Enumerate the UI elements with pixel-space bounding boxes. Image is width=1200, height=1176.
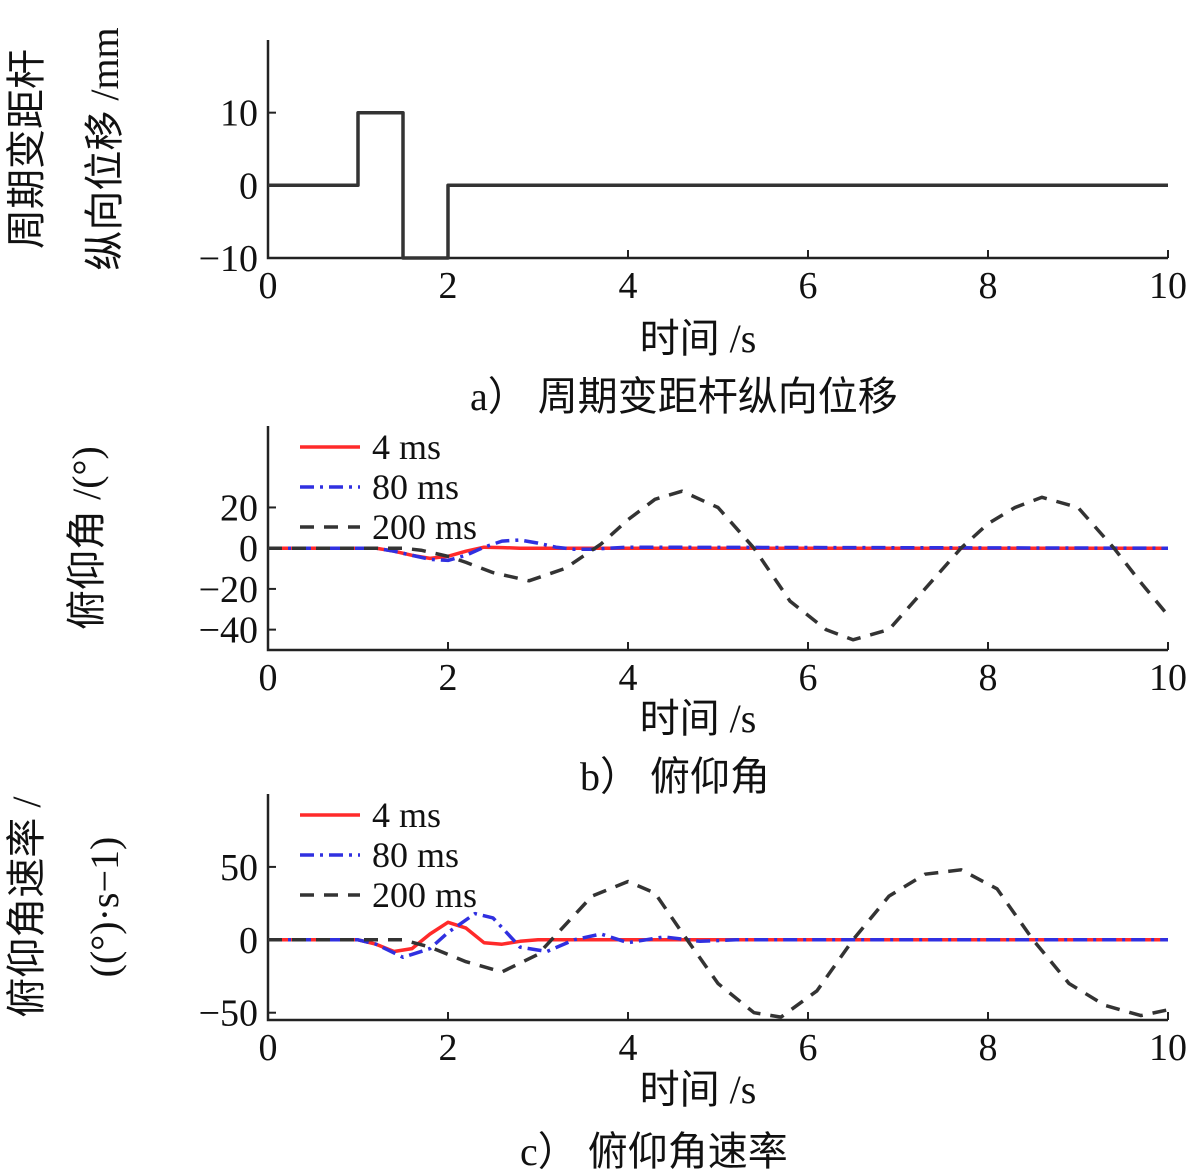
x-tick-label: 0 <box>259 265 278 307</box>
legend-label: 80 ms <box>372 467 459 507</box>
x-tick-label: 10 <box>1149 657 1187 699</box>
x-axis-label: 时间 /s <box>640 1067 757 1112</box>
x-tick-label: 2 <box>439 657 458 699</box>
x-tick-label: 2 <box>439 265 458 307</box>
x-tick-label: 2 <box>439 1027 458 1069</box>
panel-caption: c） 俯仰角速率 <box>520 1129 788 1174</box>
x-tick-label: 4 <box>619 265 638 307</box>
legend-label: 200 ms <box>372 875 477 915</box>
y-tick-label: −50 <box>199 993 258 1035</box>
y-tick-label: 10 <box>220 93 258 135</box>
x-tick-label: 8 <box>979 657 998 699</box>
x-tick-label: 4 <box>619 657 638 699</box>
panel-caption: b） 俯仰角 <box>580 754 770 799</box>
x-axis-label: 时间 /s <box>640 316 757 361</box>
x-tick-label: 0 <box>259 1027 278 1069</box>
legend-label: 4 ms <box>372 427 441 467</box>
y-axis-label: 俯仰角速率 / <box>4 796 49 1018</box>
legend-label: 200 ms <box>372 507 477 547</box>
series-line-2 <box>268 911 1168 960</box>
series-line-3 <box>268 489 1170 642</box>
y-axis-label: 俯仰角 /(°) <box>64 446 109 630</box>
x-tick-label: 4 <box>619 1027 638 1069</box>
panel-caption: a） 周期变距杆纵向位移 <box>470 374 898 419</box>
legend-label: 80 ms <box>372 835 459 875</box>
x-tick-label: 0 <box>259 657 278 699</box>
y-axis-label: 周期变距杆 <box>4 49 49 249</box>
y-tick-label: 0 <box>239 920 258 962</box>
legend-label: 4 ms <box>372 795 441 835</box>
y-tick-label: −20 <box>199 569 258 611</box>
x-tick-label: 10 <box>1149 1027 1187 1069</box>
y-axis-label: ((°)·s−1) <box>82 837 127 978</box>
y-tick-label: 20 <box>220 487 258 529</box>
x-tick-label: 6 <box>799 265 818 307</box>
y-axis-label: 纵向位移 /mm <box>82 27 127 270</box>
x-tick-label: 6 <box>799 1027 818 1069</box>
y-tick-label: 0 <box>239 528 258 570</box>
x-tick-label: 8 <box>979 1027 998 1069</box>
x-tick-label: 10 <box>1149 265 1187 307</box>
series-line-1 <box>268 110 1168 260</box>
y-tick-label: 0 <box>239 165 258 207</box>
series-line-2 <box>268 538 1169 563</box>
series-line-1 <box>268 920 1168 954</box>
x-axis-label: 时间 /s <box>640 696 757 741</box>
y-tick-label: 50 <box>220 847 258 889</box>
series-line-3 <box>268 868 1169 1019</box>
x-tick-label: 6 <box>799 657 818 699</box>
x-tick-label: 8 <box>979 265 998 307</box>
y-tick-label: −40 <box>199 610 258 652</box>
y-tick-label: −10 <box>199 238 258 280</box>
